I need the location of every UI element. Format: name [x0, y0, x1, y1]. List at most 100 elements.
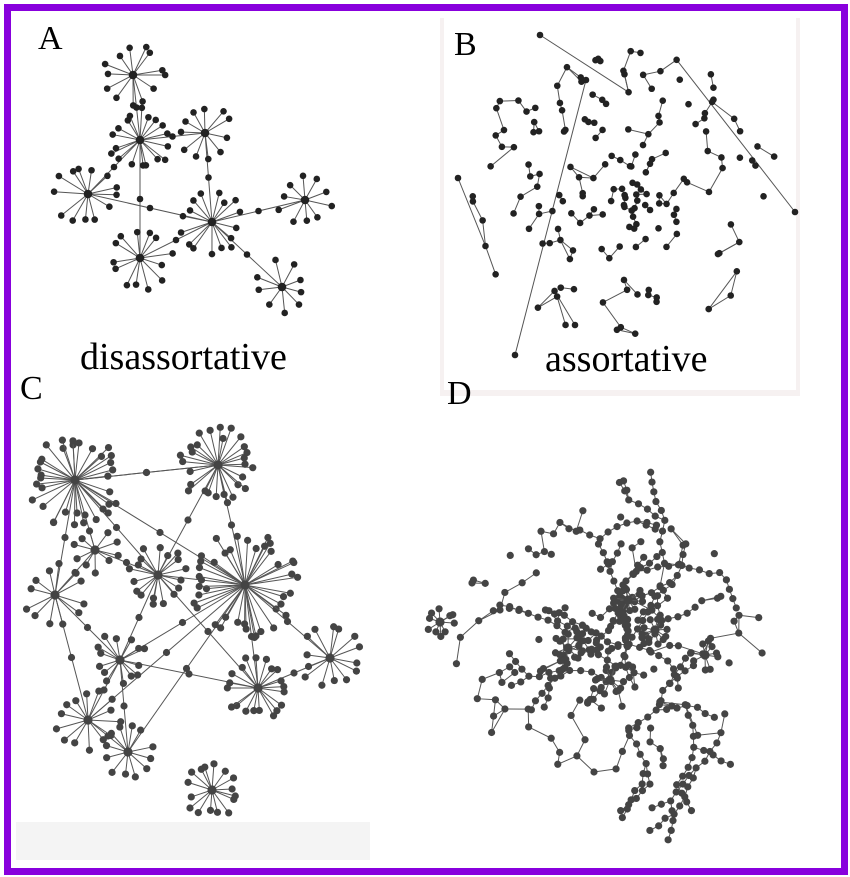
network-node	[452, 660, 461, 668]
network-edge	[106, 74, 134, 90]
network-node	[712, 649, 721, 657]
network-node	[241, 484, 249, 493]
network-edge	[183, 132, 206, 151]
network-edge	[244, 540, 249, 586]
network-node	[135, 613, 143, 622]
network-node	[38, 455, 46, 463]
network-edge	[482, 220, 486, 247]
network-node	[648, 85, 656, 93]
network-node	[91, 569, 99, 577]
network-node	[633, 220, 640, 228]
network-node	[215, 189, 223, 197]
network-node	[599, 549, 607, 557]
network-edge	[87, 193, 117, 196]
network-edge	[211, 192, 220, 223]
network-edge	[455, 637, 461, 664]
network-node	[83, 690, 91, 698]
network-node	[149, 743, 157, 751]
network-node	[646, 646, 654, 655]
network-edge	[738, 632, 763, 654]
network-node	[135, 253, 145, 263]
network-node	[288, 570, 296, 578]
network-edge	[561, 110, 566, 130]
network-edge	[457, 177, 486, 247]
network-node	[195, 429, 203, 437]
network-edge	[42, 479, 76, 507]
network-edge	[217, 436, 242, 466]
network-node	[554, 225, 562, 233]
network-node	[605, 605, 614, 613]
network-node	[67, 653, 76, 662]
network-node	[590, 685, 598, 693]
network-node	[570, 285, 578, 293]
network-node	[92, 515, 100, 524]
network-node	[200, 128, 210, 138]
network-node	[623, 286, 631, 294]
network-node	[679, 772, 687, 780]
network-edge	[570, 715, 586, 741]
network-node	[656, 191, 663, 199]
network-node	[752, 162, 759, 169]
network-node	[241, 460, 249, 468]
network-edge	[628, 128, 649, 135]
network-node	[614, 587, 622, 595]
network-node	[498, 678, 506, 687]
network-node	[179, 457, 187, 466]
network-node	[556, 99, 564, 107]
network-node	[659, 635, 667, 644]
network-node	[541, 606, 550, 614]
network-node	[655, 225, 662, 232]
network-edge	[34, 594, 56, 616]
network-edge	[115, 242, 141, 259]
network-node	[216, 423, 224, 431]
network-node	[650, 625, 660, 635]
network-node	[221, 549, 229, 557]
network-node	[212, 492, 220, 501]
network-node	[524, 545, 533, 553]
network-edge	[570, 166, 594, 179]
network-edge	[64, 719, 89, 741]
network-node	[290, 261, 298, 268]
network-node	[456, 633, 464, 641]
network-edge	[576, 755, 595, 773]
network-node	[577, 74, 585, 81]
network-node	[674, 684, 682, 692]
network-edge	[622, 50, 632, 71]
network-node	[658, 548, 666, 557]
network-node	[174, 549, 182, 557]
network-edge	[491, 708, 506, 733]
network-node	[689, 732, 697, 740]
network-node	[469, 192, 477, 200]
network-node	[164, 143, 172, 150]
network-node	[506, 663, 514, 671]
network-node	[77, 577, 85, 585]
network-node	[673, 571, 681, 580]
network-node	[498, 143, 506, 151]
network-node	[61, 533, 69, 542]
panel-label-c: C	[20, 370, 43, 407]
network-node	[286, 181, 294, 189]
network-node	[130, 577, 138, 586]
network-node	[627, 47, 634, 55]
network-node	[535, 127, 543, 135]
network-node	[569, 247, 577, 254]
network-node	[75, 439, 83, 447]
network-node	[46, 620, 54, 628]
network-node	[218, 244, 225, 252]
network-edge	[129, 47, 134, 76]
network-node	[736, 127, 744, 135]
network-node	[669, 817, 677, 825]
network-node	[727, 292, 735, 299]
network-node	[673, 230, 681, 238]
network-node	[553, 622, 561, 630]
network-node	[108, 695, 116, 703]
network-node	[676, 802, 684, 810]
network-node	[238, 663, 246, 672]
network-node	[524, 609, 532, 617]
network-node	[571, 624, 579, 632]
network-edge	[136, 232, 141, 259]
network-edge	[74, 479, 117, 504]
network-node	[99, 505, 107, 513]
network-node	[217, 624, 225, 632]
network-edge	[217, 446, 245, 466]
